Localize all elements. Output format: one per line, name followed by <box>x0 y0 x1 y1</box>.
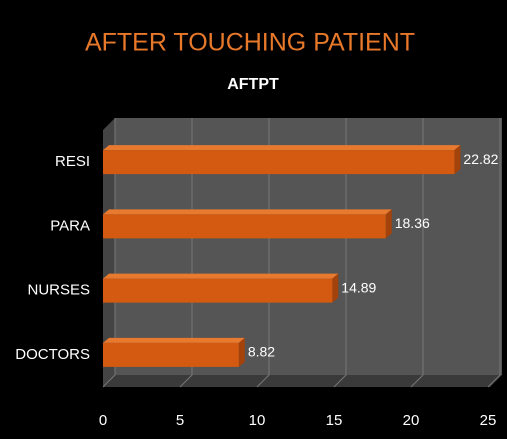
grid-line <box>410 118 424 388</box>
bar-end <box>238 337 245 367</box>
bar <box>103 342 239 367</box>
grid-line <box>102 118 116 388</box>
plot-back-wall <box>115 118 502 375</box>
grid-line <box>487 118 501 388</box>
y-tick-label: PARA <box>50 217 90 234</box>
bar <box>103 150 455 175</box>
bar-top <box>103 145 461 151</box>
bar-end <box>385 209 392 239</box>
x-tick-label: 5 <box>176 412 184 429</box>
grid-line <box>256 118 270 388</box>
x-tick-label: 0 <box>99 412 107 429</box>
bar-top <box>103 273 339 279</box>
value-label: 8.82 <box>248 344 275 360</box>
bar <box>103 278 333 303</box>
bar-top <box>103 337 245 343</box>
y-tick-label: RESI <box>55 153 90 170</box>
plot-side-wall <box>103 118 115 387</box>
bar-end <box>454 145 461 175</box>
bar-end <box>332 273 339 303</box>
bar <box>103 214 386 239</box>
plot-floor <box>103 375 502 387</box>
value-label: 22.82 <box>463 151 498 167</box>
x-tick-label: 20 <box>403 412 420 429</box>
y-tick-label: DOCTORS <box>15 346 90 363</box>
y-tick-label: NURSES <box>27 282 90 299</box>
x-tick-label: 25 <box>480 412 497 429</box>
chart-title: AFTER TOUCHING PATIENT <box>85 29 415 57</box>
bar-top <box>103 209 392 215</box>
x-tick-label: 15 <box>326 412 343 429</box>
value-label: 18.36 <box>395 215 430 231</box>
value-label: 14.89 <box>341 279 376 295</box>
grid-line <box>179 118 193 388</box>
chart-subtitle: AFTPT <box>227 76 279 93</box>
grid-line <box>333 118 347 388</box>
x-tick-label: 10 <box>249 412 266 429</box>
